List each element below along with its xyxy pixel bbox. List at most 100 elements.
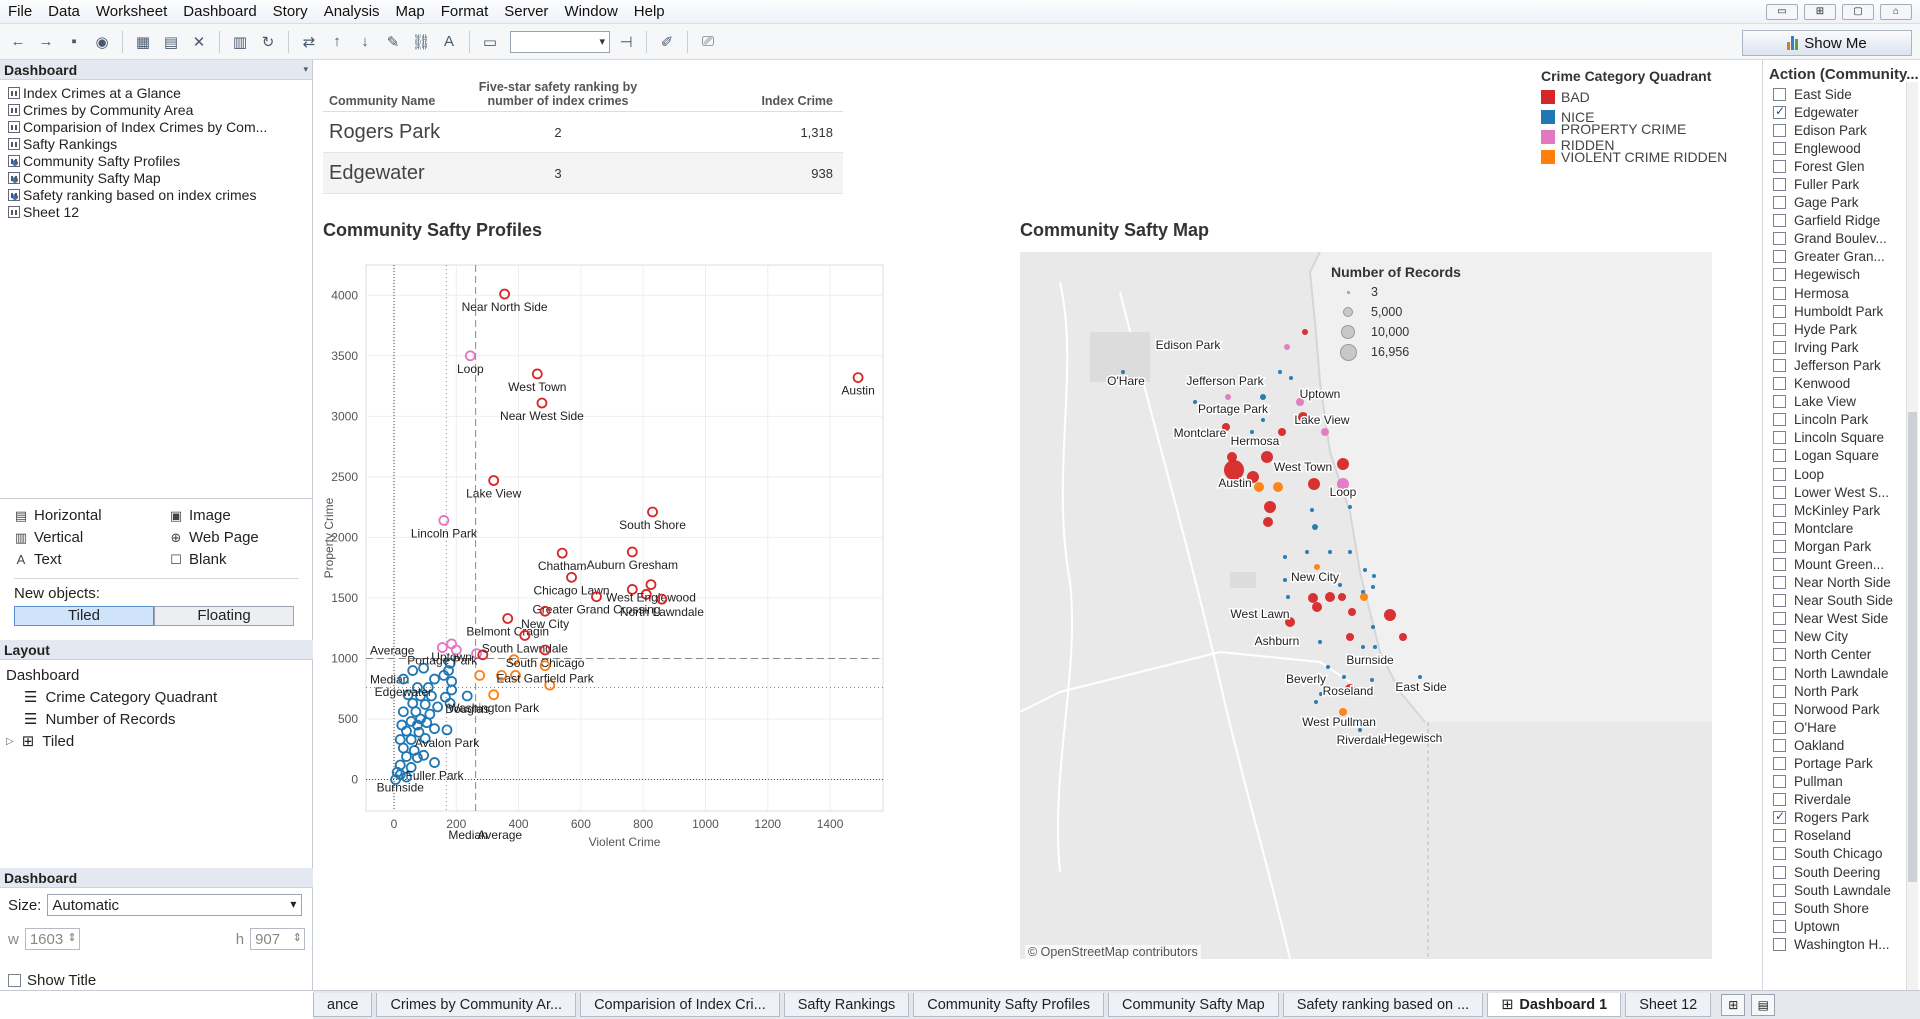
menu-server[interactable]: Server — [504, 3, 549, 20]
scatter-point[interactable] — [401, 751, 412, 762]
map-community-marker[interactable] — [1278, 428, 1286, 436]
document-icon[interactable]: ▢ — [1842, 3, 1874, 20]
scatter-point-fuller-park[interactable] — [429, 757, 440, 768]
width-input[interactable]: 1603 — [24, 928, 80, 950]
map-community-marker[interactable] — [1346, 633, 1354, 641]
sheet-tab[interactable]: ance — [313, 993, 373, 1017]
layout-item-crime-category[interactable]: ☰ Crime Category Quadrant — [6, 686, 307, 708]
scatter-point-austin[interactable] — [852, 372, 864, 383]
scatter-point[interactable] — [411, 719, 423, 731]
scatter-point[interactable] — [508, 654, 520, 666]
sheet-tab[interactable]: Safety ranking based on ... — [1282, 993, 1484, 1017]
filter-item[interactable]: Portage Park — [1763, 754, 1920, 772]
filter-item[interactable]: Kenwood — [1763, 375, 1920, 393]
object-image[interactable]: ▣ Image — [169, 507, 309, 524]
map-view[interactable]: Edison Park O'Hare Jefferson Park Portage P… — [1020, 252, 1712, 959]
map-community-marker[interactable] — [1337, 458, 1349, 470]
scatter-point-east-garfield-park[interactable] — [539, 660, 551, 672]
filter-item[interactable]: South Lawndale — [1763, 881, 1920, 899]
menu-window[interactable]: Window — [564, 3, 618, 20]
scatter-point[interactable] — [471, 648, 482, 660]
map-community-marker[interactable] — [1321, 428, 1329, 436]
scatter-point[interactable] — [405, 734, 417, 745]
scatter-point-lake-view[interactable] — [488, 475, 500, 486]
map-community-marker[interactable] — [1222, 423, 1230, 431]
map-community-marker[interactable] — [1399, 633, 1407, 641]
scatter-point[interactable] — [444, 657, 456, 669]
scatter-point[interactable] — [477, 649, 489, 661]
scatter-point[interactable] — [438, 670, 450, 681]
scatter-point[interactable] — [419, 699, 431, 710]
tiled-button[interactable]: Tiled — [14, 606, 154, 626]
legend-item[interactable]: PROPERTY CRIME RIDDEN — [1541, 121, 1741, 153]
filter-item[interactable]: Garfield Ridge — [1763, 212, 1920, 230]
scatter-point[interactable] — [510, 670, 521, 681]
map-community-marker[interactable] — [1314, 564, 1320, 570]
filter-scrollbar[interactable] — [1906, 82, 1918, 990]
filter-item[interactable]: Washington H... — [1763, 935, 1920, 953]
filter-item[interactable]: Grand Boulev... — [1763, 230, 1920, 248]
filter-checkbox[interactable] — [1773, 395, 1786, 409]
map-community-marker[interactable] — [1418, 675, 1422, 679]
map-community-marker[interactable] — [1308, 593, 1318, 603]
pen-icon[interactable]: ✐ — [660, 33, 674, 51]
filter-item[interactable]: Near North Side — [1763, 574, 1920, 592]
scatter-point[interactable] — [401, 725, 412, 737]
map-community-marker[interactable] — [1250, 430, 1254, 434]
sheet-tab[interactable]: Community Safty Profiles — [913, 993, 1105, 1017]
filter-item[interactable]: Mount Green... — [1763, 555, 1920, 573]
legend-item[interactable]: VIOLENT CRIME RIDDEN — [1541, 147, 1741, 167]
map-community-marker[interactable] — [1283, 555, 1287, 559]
scatter-point-loop[interactable] — [464, 350, 476, 362]
pane-menu-icon[interactable]: ▾ — [303, 64, 308, 74]
scatter-point-near-north-side[interactable] — [499, 288, 510, 300]
map-community-marker[interactable] — [1286, 595, 1290, 599]
layout-item-number-of-records[interactable]: ☰ Number of Records — [6, 708, 307, 730]
map-community-marker[interactable] — [1361, 645, 1365, 649]
scatter-point-douglas[interactable] — [461, 690, 473, 702]
filter-item[interactable]: Norwood Park — [1763, 700, 1920, 718]
highlight-icon[interactable]: ✎ — [386, 33, 400, 51]
map-community-marker[interactable] — [1121, 370, 1125, 374]
scatter-point[interactable] — [426, 690, 437, 702]
save-icon[interactable]: ▪ — [71, 33, 77, 50]
map-community-marker[interactable] — [1305, 550, 1309, 554]
scatter-svg[interactable]: 0 200 400 600 800 1000 1200 1400 0 500 1000 1500 200… — [321, 250, 891, 958]
filter-checkbox[interactable] — [1773, 322, 1786, 336]
object-blank[interactable]: ☐ Blank — [169, 551, 309, 568]
col-header-community[interactable]: Community Name — [329, 94, 436, 108]
filter-item[interactable]: Riverdale — [1763, 791, 1920, 809]
map-community-marker[interactable] — [1310, 508, 1314, 512]
filter-item[interactable]: South Chicago — [1763, 845, 1920, 863]
filter-item[interactable]: Englewood — [1763, 139, 1920, 157]
filter-item[interactable]: Logan Square — [1763, 447, 1920, 465]
menu-worksheet[interactable]: Worksheet — [95, 3, 168, 20]
filter-item[interactable]: Lincoln Square — [1763, 429, 1920, 447]
scatter-point[interactable] — [432, 701, 444, 713]
map-community-marker[interactable] — [1314, 700, 1318, 704]
grid-pane-icon[interactable]: ⊞ — [1804, 3, 1836, 20]
scatter-point-washington-park[interactable] — [488, 689, 500, 701]
filter-checkbox[interactable] — [1773, 702, 1786, 716]
pin-axis-icon[interactable]: ⊣ — [619, 33, 633, 51]
map-community-marker[interactable] — [1261, 418, 1265, 422]
filter-checkbox[interactable] — [1773, 358, 1786, 372]
scatter-point-avalon-park[interactable] — [441, 724, 453, 736]
map-community-marker[interactable] — [1371, 625, 1375, 629]
filter-checkbox[interactable] — [1773, 431, 1786, 445]
swap-icon[interactable]: ⇄ — [302, 33, 316, 51]
map-community-marker[interactable] — [1278, 370, 1282, 374]
fit-dropdown[interactable] — [510, 30, 610, 53]
filter-checkbox[interactable] — [1773, 521, 1786, 535]
filter-item[interactable]: Gage Park — [1763, 194, 1920, 212]
map-community-marker[interactable] — [1283, 578, 1287, 582]
scatter-point-west-town[interactable] — [531, 368, 543, 380]
table-row[interactable]: Rogers Park 2 1,318 — [323, 112, 843, 153]
new-dashboard-icon[interactable]: ⊞ — [1721, 994, 1746, 1016]
object-horizontal[interactable]: ▤ Horizontal — [14, 507, 169, 524]
filter-checkbox[interactable] — [1773, 594, 1786, 608]
map-community-marker[interactable] — [1312, 524, 1318, 530]
map-community-marker[interactable] — [1319, 692, 1323, 696]
scatter-point-lincoln-park[interactable] — [438, 515, 450, 526]
scatter-point-west-englewood[interactable] — [645, 579, 657, 591]
